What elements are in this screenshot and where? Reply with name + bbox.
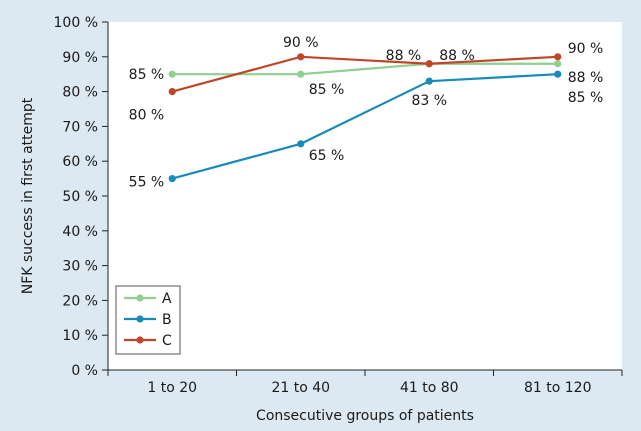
data-point-c (297, 53, 305, 61)
data-point-c (425, 60, 433, 68)
legend: ABC (115, 285, 181, 355)
data-label-a: 85 % (309, 82, 345, 98)
y-tick-label: 80 % (62, 85, 98, 101)
legend-label: C (162, 333, 172, 349)
y-tick-label: 20 % (62, 293, 98, 309)
data-label-c: 90 % (283, 35, 319, 51)
legend-label: A (162, 291, 172, 307)
data-point-b (168, 175, 176, 183)
legend-item-c: C (124, 333, 172, 349)
data-label-b: 85 % (568, 90, 604, 106)
y-tick-label: 90 % (62, 50, 98, 66)
data-label-a: 85 % (129, 67, 165, 83)
data-label-c: 80 % (129, 108, 165, 124)
data-point-a (554, 60, 562, 68)
series-layer (168, 53, 562, 183)
legend-item-a: A (124, 291, 172, 307)
data-label-b: 83 % (411, 93, 447, 109)
y-tick-label: 60 % (62, 154, 98, 170)
x-tick-label: 81 to 120 (524, 380, 592, 396)
y-tick-label: 100 % (54, 15, 98, 31)
data-label-c: 88 % (386, 48, 422, 64)
series-b (168, 70, 562, 183)
data-point-c (554, 53, 562, 61)
legend-label: B (162, 312, 172, 328)
x-axis-ticks: 1 to 20 21 to 40 41 to 80 81 to 120 (107, 370, 623, 396)
y-axis-label: NFK success in first attempt (20, 97, 36, 294)
data-point-b (425, 77, 433, 85)
data-point-b (554, 70, 562, 78)
plot-area (108, 22, 622, 370)
data-point-c (168, 88, 176, 96)
x-axis-label: Consecutive groups of patients (256, 408, 474, 424)
legend-swatch-marker (136, 294, 144, 302)
data-point-b (297, 140, 305, 148)
x-tick-label: 1 to 20 (147, 380, 197, 396)
legend-swatch-marker (136, 336, 144, 344)
series-line-b (171, 73, 558, 180)
series-c (168, 53, 562, 96)
data-label-a: 88 % (439, 48, 475, 64)
y-tick-label: 10 % (62, 328, 98, 344)
y-tick-label: 30 % (62, 259, 98, 275)
x-tick-label: 21 to 40 (271, 380, 330, 396)
y-tick-label: 40 % (62, 224, 98, 240)
data-labels: 85 % 85 % 88 % 88 % 55 % 65 % 83 % 85 % 80 % 90 %… (129, 35, 604, 191)
x-tick-label: 41 to 80 (400, 380, 459, 396)
legend-item-b: B (124, 312, 172, 328)
data-label-c: 90 % (568, 41, 604, 57)
data-label-b: 55 % (129, 175, 165, 191)
y-tick-label: 0 % (71, 363, 98, 379)
data-label-b: 65 % (309, 148, 345, 164)
data-label-a: 88 % (568, 70, 604, 86)
series-line-c (171, 55, 558, 93)
y-tick-label: 70 % (62, 119, 98, 135)
y-tick-label: 50 % (62, 189, 98, 205)
data-point-a (297, 70, 305, 78)
legend-swatch-marker (136, 315, 144, 323)
data-point-a (168, 70, 176, 78)
y-axis-ticks: 0 % 10 % 20 % 30 % 40 % 50 % 60 % 70 % 80 % 90 % 1… (54, 15, 108, 379)
